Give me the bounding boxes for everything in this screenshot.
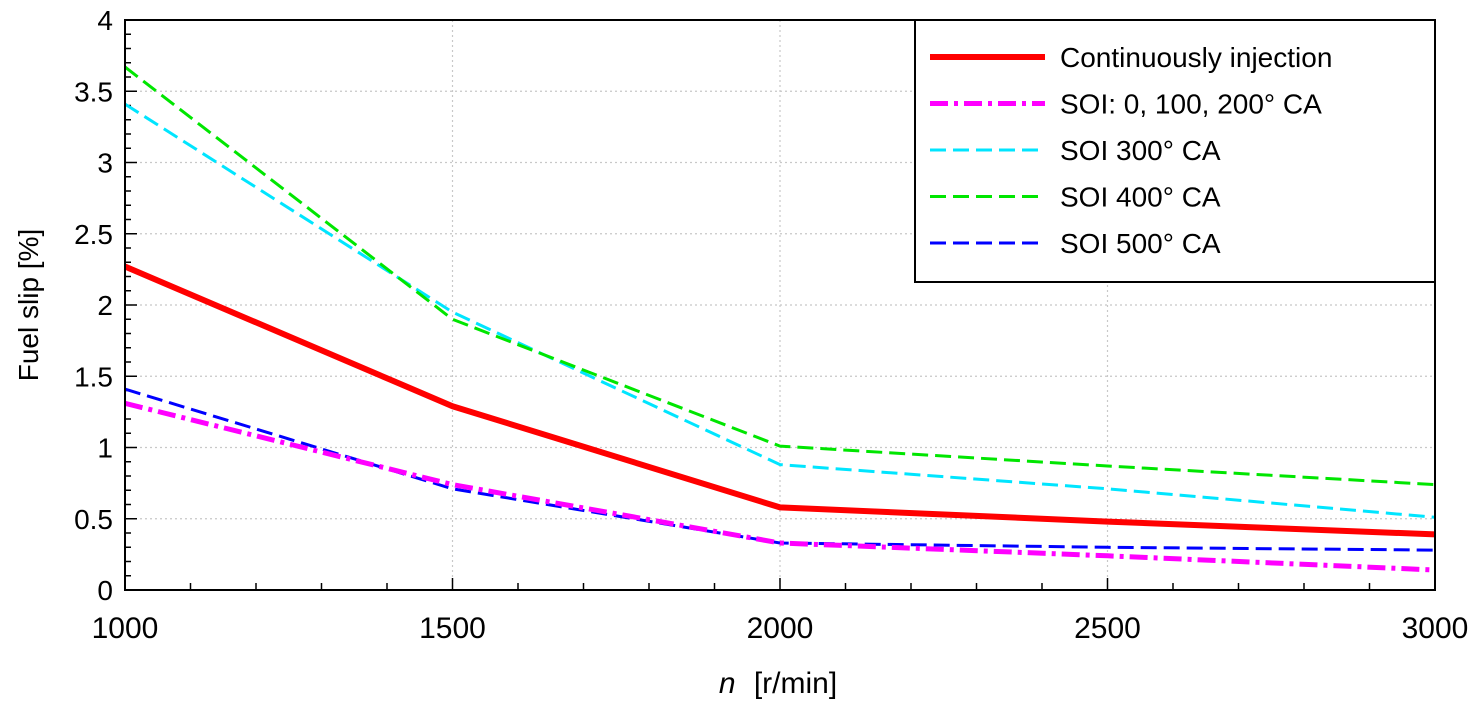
y-tick-label: 0	[97, 575, 113, 606]
x-tick-label: 2000	[747, 612, 814, 645]
y-tick-label: 2.5	[74, 219, 113, 250]
x-tick-label: 1000	[92, 612, 159, 645]
series-line-soi-0-100-200-ca	[124, 400, 1436, 573]
legend-label: SOI 400° CA	[1060, 182, 1221, 213]
series-line-soi-300-ca	[124, 102, 1436, 519]
legend-label: SOI: 0, 100, 200° CA	[1060, 89, 1322, 120]
series-line-continuously-injection	[123, 263, 1436, 538]
y-tick-label: 0.5	[74, 504, 113, 535]
y-tick-label: 4	[97, 5, 113, 36]
x-axis-label: n [r/min]	[719, 667, 837, 700]
x-tick-label: 3000	[1402, 612, 1469, 645]
y-tick-label: 3	[97, 148, 113, 179]
y-tick-label: 3.5	[74, 76, 113, 107]
legend: Continuously injection SOI: 0, 100, 200° …	[914, 19, 1436, 283]
y-tick-label: 1	[97, 433, 113, 464]
x-axis-unit: [r/min]	[754, 667, 837, 700]
legend-label: Continuously injection	[1060, 42, 1332, 73]
plot-frame	[124, 19, 1436, 591]
x-tick-labels: 1000 1500 2000 2500 3000	[92, 612, 1469, 645]
legend-label: SOI 300° CA	[1060, 135, 1221, 166]
y-tick-labels: 0 0.5 1 1.5 2 2.5 3 3.5 4	[74, 5, 113, 606]
y-axis-label: Fuel slip [%]	[13, 229, 44, 382]
legend-label: SOI 500° CA	[1060, 228, 1221, 259]
x-axis-variable: n	[719, 667, 736, 700]
x-tick-label: 2500	[1074, 612, 1141, 645]
y-tick-label: 2	[97, 290, 113, 321]
series-line-soi-400-ca	[124, 65, 1436, 487]
y-tick-label: 1.5	[74, 361, 113, 392]
x-tick-label: 1500	[419, 612, 486, 645]
series-layer	[123, 65, 1436, 573]
